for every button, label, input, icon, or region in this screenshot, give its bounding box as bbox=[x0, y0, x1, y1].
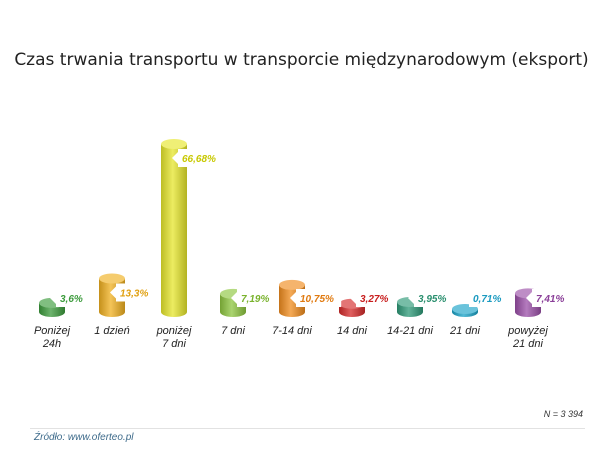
category-label-2: 1 dzień bbox=[94, 325, 129, 337]
category-label-7: 14-21 dni bbox=[387, 325, 433, 337]
category-label-5: 7-14 dni bbox=[272, 325, 312, 337]
footer-divider bbox=[30, 428, 585, 429]
svg-text:66,68%: 66,68% bbox=[182, 154, 216, 165]
svg-text:3,27%: 3,27% bbox=[360, 294, 388, 305]
svg-text:13,3%: 13,3% bbox=[120, 288, 148, 299]
value-label-9: 7,41% bbox=[526, 289, 571, 307]
bar-3 bbox=[161, 139, 187, 317]
value-label-7: 3,95% bbox=[408, 289, 453, 307]
value-label-5: 10,75% bbox=[290, 289, 342, 307]
category-label-4: 7 dni bbox=[221, 325, 245, 337]
value-label-3: 66,68% bbox=[172, 149, 224, 167]
value-label-6: 3,27% bbox=[350, 289, 395, 307]
svg-text:10,75%: 10,75% bbox=[300, 294, 334, 305]
value-label-1: 3,6% bbox=[50, 289, 89, 307]
svg-text:3,6%: 3,6% bbox=[60, 294, 83, 305]
category-label-3: poniżej 7 dni bbox=[156, 325, 192, 350]
svg-text:7,19%: 7,19% bbox=[241, 294, 269, 305]
category-label-9: powyżej 21 dni bbox=[507, 325, 548, 350]
chart-title: Czas trwania transportu w transporcie mi… bbox=[14, 50, 589, 70]
sample-size-label: N = 3 394 bbox=[543, 409, 583, 419]
source-label: Źródło: www.oferteo.pl bbox=[34, 432, 134, 443]
svg-text:3,95%: 3,95% bbox=[418, 294, 446, 305]
value-label-4: 7,19% bbox=[231, 289, 276, 307]
category-label-8: 21 dni bbox=[449, 325, 481, 337]
value-label-8: 0,71% bbox=[463, 289, 508, 307]
value-label-2: 13,3% bbox=[110, 283, 155, 302]
svg-text:0,71%: 0,71% bbox=[473, 294, 501, 305]
category-label-6: 14 dni bbox=[337, 325, 368, 337]
svg-text:7,41%: 7,41% bbox=[536, 294, 564, 305]
category-label-1: Poniżej 24h bbox=[34, 325, 71, 350]
